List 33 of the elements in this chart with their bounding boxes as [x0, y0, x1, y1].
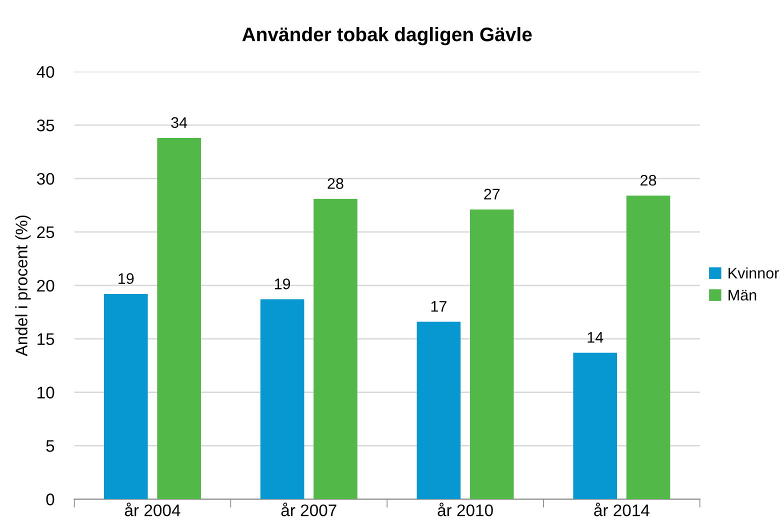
x-tick-label: år 2010	[438, 502, 493, 516]
legend-label: Kvinnor	[728, 267, 779, 279]
bar	[573, 352, 617, 500]
bar	[626, 196, 670, 500]
y-axis-title: Andel i procent (%)	[15, 216, 31, 356]
bar	[314, 198, 358, 500]
data-label: 17	[431, 301, 446, 312]
data-label: 14	[588, 332, 604, 343]
y-tick-label: 25	[37, 226, 54, 238]
x-tick-label: år 2004	[124, 502, 180, 516]
data-label: 28	[640, 174, 656, 186]
x-tick-label: år 2007	[281, 502, 336, 516]
data-label: 28	[328, 178, 344, 189]
y-tick-label: 0	[46, 494, 54, 506]
data-label: 19	[118, 273, 134, 284]
y-tick-label: 40	[36, 66, 54, 78]
x-tick-label: år 2014	[594, 502, 650, 516]
chart-title: Använder tobak dagligen Gävle	[242, 27, 532, 46]
y-tick-label: 20	[37, 280, 54, 292]
y-tick-label: 15	[38, 333, 54, 346]
bar	[157, 138, 201, 500]
legend-label: Män	[728, 290, 756, 301]
y-tick-label: 30	[36, 172, 54, 185]
data-label: 34	[171, 117, 188, 128]
y-tick-label: 5	[46, 440, 54, 452]
data-label: 27	[484, 188, 500, 200]
bar	[416, 322, 461, 500]
bar	[260, 299, 304, 500]
y-tick-label: 10	[38, 386, 54, 398]
bar	[104, 294, 148, 500]
data-label: 19	[274, 278, 290, 290]
bar	[470, 210, 514, 500]
y-tick-label: 35	[36, 120, 54, 132]
